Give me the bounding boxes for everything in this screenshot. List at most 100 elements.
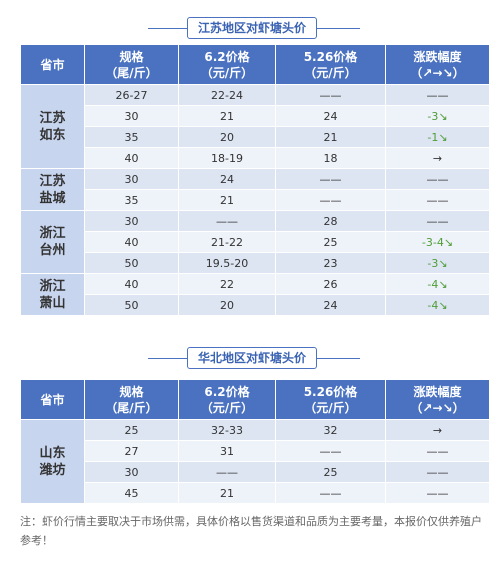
cell: 50 — [84, 294, 179, 316]
cell: 30 — [84, 461, 179, 483]
text-line: 山东 — [39, 445, 66, 461]
cell: —— — [275, 482, 386, 504]
text-line: 省市 — [40, 57, 65, 72]
data-row: 50 20 24 -4↘ — [21, 294, 490, 316]
cell: —— — [178, 210, 276, 232]
cell: 35 — [84, 126, 179, 148]
region-cell: 江苏 盐城 — [20, 168, 85, 211]
text-line: 5.26价格 — [303, 384, 358, 399]
text-line: 涨跌幅度 — [413, 384, 462, 399]
footnote: 注：虾价行情主要取决于市场供需，具体价格以售货渠道和品质为主要考量，本报价仅供养… — [20, 515, 482, 547]
cell: 50 — [84, 252, 179, 274]
header-cell: 6.2价格 （元/斤） — [178, 44, 276, 85]
cell: 21 — [178, 105, 276, 127]
cell: 31 — [178, 440, 276, 462]
cell: 24 — [275, 105, 386, 127]
cell: 35 — [84, 189, 179, 211]
header-cell: 5.26价格 （元/斤） — [275, 44, 386, 85]
data-row: 35 21 —— —— — [21, 189, 490, 211]
cell: 32-33 — [178, 419, 276, 441]
cell: —— — [275, 189, 386, 211]
header-row: 省市 规格 （尾/斤） 6.2价格 （元/斤） 5.26价格 （元/斤） 涨跌幅度 （↗→↘） — [20, 44, 490, 85]
header-cell: 6.2价格 （元/斤） — [178, 379, 276, 420]
data-row: 27 31 —— —— — [21, 440, 490, 462]
text-line: 6.2价格 — [204, 49, 250, 64]
cell: -1↘ — [385, 126, 490, 148]
cell: —— — [178, 461, 276, 483]
cell: —— — [385, 461, 490, 483]
cell: 24 — [178, 168, 276, 190]
cell: 20 — [178, 126, 276, 148]
data-row: 30 21 24 -3↘ — [21, 105, 490, 127]
data-row: 浙江 萧山 40 22 26 -4↘ — [20, 273, 490, 316]
text-line: 浙江 — [39, 226, 66, 241]
text-line: 5.26价格 — [303, 49, 358, 64]
price-table: 省市 规格 （尾/斤） 6.2价格 （元/斤） 5.26价格 （元/斤） 涨跌幅度 （↗→↘）江… — [20, 44, 490, 316]
region-cell: 浙江 台州 — [20, 210, 85, 274]
cell: 28 — [275, 210, 386, 232]
cell: 22-24 — [178, 84, 276, 106]
cell: 30 — [84, 210, 179, 232]
header-row: 省市 规格 （尾/斤） 6.2价格 （元/斤） 5.26价格 （元/斤） 涨跌幅度 （↗→↘） — [20, 379, 490, 420]
cell: 23 — [275, 252, 386, 274]
text-line: 省市 — [40, 392, 65, 407]
cell: 25 — [275, 231, 386, 253]
text-line: （尾/斤） — [105, 400, 158, 415]
cell: 21 — [178, 482, 276, 504]
cell: —— — [385, 189, 490, 211]
data-row: 35 20 21 -1↘ — [21, 126, 490, 148]
cell: 18-19 — [178, 147, 276, 169]
section-title: 华北地区对虾塘头价 — [186, 347, 318, 369]
region-cell: 江苏 如东 — [20, 84, 85, 169]
cell: 20 — [178, 294, 276, 316]
section-title-bar: 江苏地区对虾塘头价 — [0, 17, 504, 39]
data-row: 50 19.5-20 23 -3↘ — [21, 252, 490, 274]
header-cell: 规格 （尾/斤） — [84, 379, 179, 420]
cell: 22 — [178, 273, 276, 295]
cell: -4↘ — [385, 294, 490, 316]
header-cell: 5.26价格 （元/斤） — [275, 379, 386, 420]
data-row: 江苏 盐城 30 24 —— —— — [20, 168, 490, 211]
text-line: 台州 — [39, 243, 66, 258]
text-line: 潍坊 — [39, 462, 66, 478]
text-line: 规格 — [119, 49, 144, 64]
cell: 21 — [178, 189, 276, 211]
data-row: 40 18-19 18 → — [21, 147, 490, 169]
text-line: （↗→↘） — [410, 400, 465, 415]
data-row: 山东 潍坊 25 32-33 32 → — [20, 419, 490, 504]
cell: —— — [275, 168, 386, 190]
cell: -4↘ — [385, 273, 490, 295]
cell: 26-27 — [84, 84, 179, 106]
cell: 25 — [84, 419, 179, 441]
cell: → — [385, 419, 490, 441]
cell: —— — [385, 168, 490, 190]
price-table: 省市 规格 （尾/斤） 6.2价格 （元/斤） 5.26价格 （元/斤） 涨跌幅度 （↗→↘）山… — [20, 379, 490, 504]
data-row: 浙江 台州 30 —— 28 —— — [20, 210, 490, 274]
text-line: 江苏 — [39, 110, 66, 126]
text-line: 涨跌幅度 — [413, 49, 462, 64]
cell: -3↘ — [385, 105, 490, 127]
text-line: （↗→↘） — [410, 65, 465, 80]
text-line: 萧山 — [39, 295, 66, 311]
header-cell: 涨跌幅度 （↗→↘） — [385, 379, 490, 420]
data-row: 40 21-22 25 -3-4↘ — [21, 231, 490, 253]
section-title: 江苏地区对虾塘头价 — [186, 17, 318, 39]
cell: 30 — [84, 168, 179, 190]
text-line: （尾/斤） — [105, 65, 158, 80]
text-line: 如东 — [39, 127, 66, 143]
cell: —— — [275, 440, 386, 462]
cell: 40 — [84, 147, 179, 169]
cell: —— — [385, 84, 490, 106]
data-row: 江苏 如东 26-27 22-24 —— —— — [20, 84, 490, 169]
data-row: 30 —— 25 —— — [21, 461, 490, 483]
header-cell: 省市 — [20, 379, 85, 420]
cell: —— — [275, 84, 386, 106]
cell: 40 — [84, 273, 179, 295]
cell: → — [385, 147, 490, 169]
header-cell: 涨跌幅度 （↗→↘） — [385, 44, 490, 85]
text-line: （元/斤） — [200, 400, 254, 415]
header-cell: 规格 （尾/斤） — [84, 44, 179, 85]
text-line: （元/斤） — [200, 65, 254, 80]
text-line: 规格 — [119, 384, 144, 399]
cell: 26 — [275, 273, 386, 295]
